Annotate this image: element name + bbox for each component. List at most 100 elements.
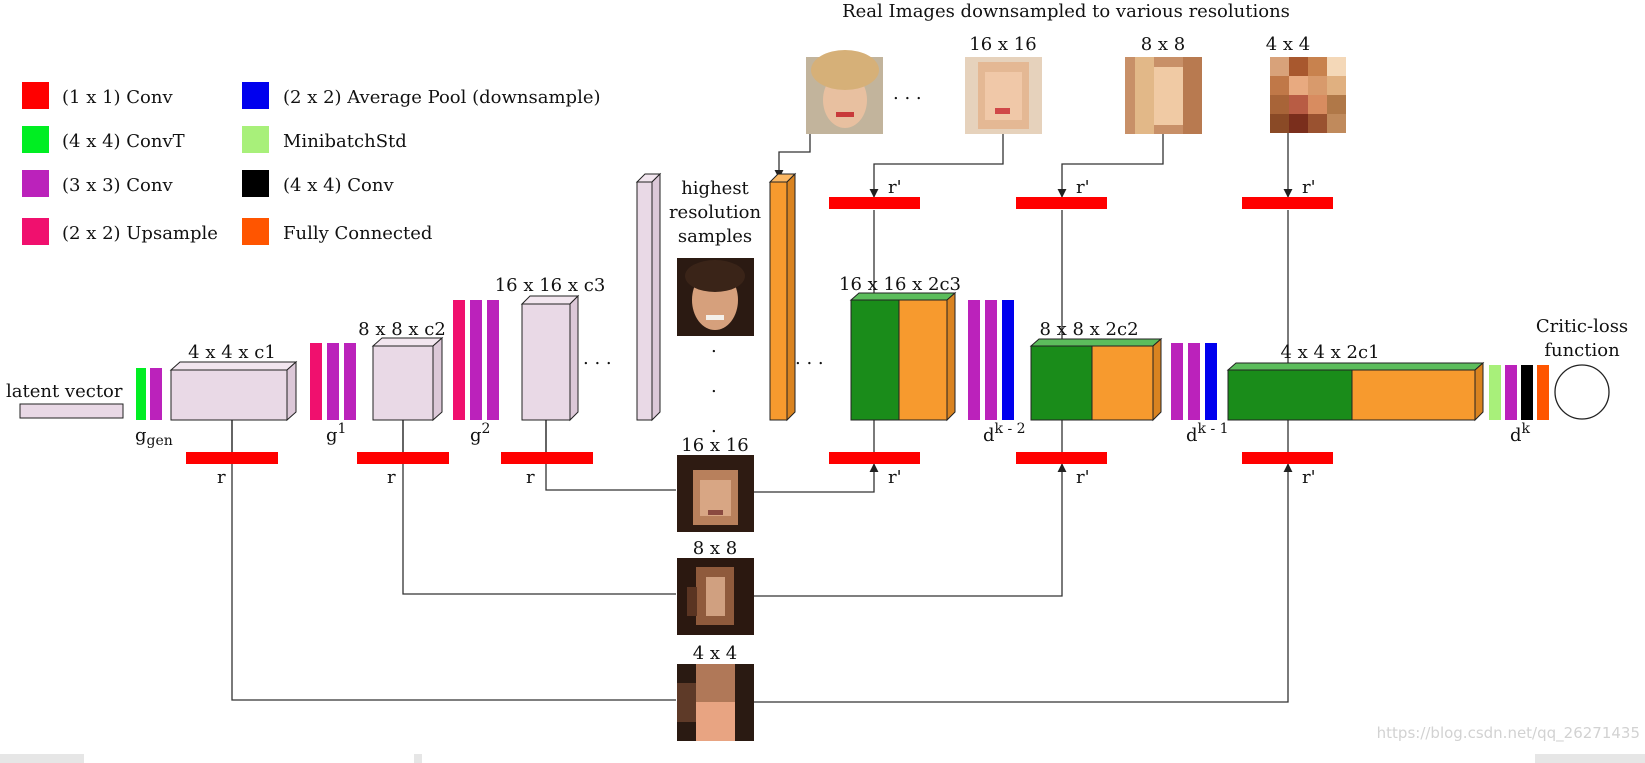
rprime-bottom-bar-3 bbox=[1242, 452, 1333, 464]
legend-item-avgpool: (2 x 2) Average Pool (downsample) bbox=[242, 82, 601, 109]
rprime-top-label-2: r' bbox=[1076, 177, 1090, 198]
r-bar-1 bbox=[186, 452, 278, 464]
legend-item-upsample: (2 x 2) Upsample bbox=[22, 218, 218, 245]
d-orange-block-16 bbox=[898, 299, 948, 421]
rprime-bottom-label-1: r' bbox=[888, 467, 902, 488]
sample-label-8x8: 8 x 8 bbox=[693, 538, 738, 559]
d-green-block-16 bbox=[850, 299, 900, 421]
g1-conv-block-a bbox=[327, 343, 339, 420]
sample-label-16x16: 16 x 16 bbox=[681, 435, 748, 456]
rprime-bottom-label-3: r' bbox=[1302, 467, 1316, 488]
wire-real16-to-rp bbox=[869, 133, 1004, 198]
dk-minibatch bbox=[1489, 365, 1501, 420]
critic-label-line1: Critic-loss bbox=[1536, 316, 1628, 337]
block-8x8xc2 bbox=[372, 345, 434, 421]
dk1-conv-a bbox=[1171, 343, 1183, 420]
rprime-bottom-bar-1 bbox=[829, 452, 920, 464]
g1-upsample-block bbox=[310, 343, 322, 420]
wire-8x8-to-d bbox=[750, 463, 1067, 597]
block-side bbox=[286, 360, 297, 422]
dk2-conv-a bbox=[968, 300, 980, 420]
r-label-2: r bbox=[387, 467, 396, 488]
dk1-avgpool bbox=[1205, 343, 1217, 420]
wire-real8-to-rp bbox=[1057, 133, 1164, 198]
r-label-3: r bbox=[526, 467, 535, 488]
bottom-strip-right bbox=[1535, 754, 1645, 763]
wire-4x4-sample bbox=[231, 420, 676, 701]
legend-swatch bbox=[242, 82, 269, 109]
real-label-8x8: 8 x 8 bbox=[1141, 34, 1186, 55]
block-highest-resolution bbox=[636, 181, 653, 421]
legend-swatch bbox=[242, 170, 269, 197]
generated-samples: highest resolution samples . . . 16 x 16… bbox=[669, 172, 824, 741]
legend-swatch bbox=[22, 126, 49, 153]
g-gen-label: ggen bbox=[135, 425, 173, 449]
real-face-8x8 bbox=[1125, 57, 1202, 134]
legend-label: (2 x 2) Upsample bbox=[62, 223, 218, 244]
latent-vector bbox=[19, 403, 124, 419]
d-orange-block-4 bbox=[1351, 369, 1476, 421]
g1-label: g1 bbox=[326, 421, 346, 446]
wire-4x4-to-d bbox=[750, 463, 1293, 703]
r-bar-2 bbox=[357, 452, 449, 464]
legend-swatch bbox=[242, 126, 269, 153]
real-face-highres bbox=[806, 50, 883, 134]
legend-swatch bbox=[242, 218, 269, 245]
face-thumbnail-16x16 bbox=[677, 455, 754, 532]
rprime-top-label-3: r' bbox=[1302, 177, 1316, 198]
legend-item-minibatch: MinibatchStd bbox=[242, 126, 407, 153]
g2-conv-block-a bbox=[470, 300, 482, 420]
dk-fc bbox=[1537, 365, 1549, 420]
vdot-2: . bbox=[711, 376, 717, 397]
r-bar-3 bbox=[501, 452, 593, 464]
legend-item-fc: Fully Connected bbox=[242, 218, 432, 245]
legend-swatch bbox=[22, 82, 49, 109]
d-orange-block-8 bbox=[1091, 345, 1154, 421]
highest-label-line2: resolution bbox=[669, 202, 762, 223]
legend-label: (3 x 3) Conv bbox=[62, 175, 173, 196]
stage-label-4x4xc1: 4 x 4 x c1 bbox=[188, 342, 276, 363]
d-stage-label-16x16x2c3: 16 x 16 x 2c3 bbox=[839, 274, 961, 295]
diagram-title: Real Images downsampled to various resol… bbox=[842, 1, 1290, 22]
vdot-1: . bbox=[711, 336, 717, 357]
middle-ellipsis: . . . bbox=[795, 348, 824, 369]
rprime-top-bar-1 bbox=[829, 197, 920, 209]
legend-item-convt4x4: (4 x 4) ConvT bbox=[22, 126, 185, 153]
g2-label: g2 bbox=[470, 421, 490, 446]
real-face-16x16 bbox=[965, 57, 1042, 134]
g-gen-convt-block bbox=[136, 368, 146, 420]
vdot-3: . bbox=[711, 416, 717, 437]
face-thumbnail-8x8 bbox=[677, 558, 754, 635]
rprime-top-bar-2 bbox=[1016, 197, 1107, 209]
dk1-label: dk - 1 bbox=[1186, 421, 1229, 446]
dk1-conv-b bbox=[1188, 343, 1200, 420]
rprime-top-label-1: r' bbox=[888, 177, 902, 198]
watermark: https://blog.csdn.net/qq_26271435 bbox=[1377, 724, 1640, 743]
legend-label: Fully Connected bbox=[283, 223, 432, 244]
block-top bbox=[169, 361, 298, 371]
d-green-block-8 bbox=[1030, 345, 1093, 421]
dk-conv4 bbox=[1521, 365, 1533, 420]
stage-label-8x8xc2: 8 x 8 x c2 bbox=[358, 319, 446, 340]
legend-item-conv3x3: (3 x 3) Conv bbox=[22, 170, 173, 197]
real-images-row: . . . 16 x 16 8 x 8 4 x 4 bbox=[806, 34, 1346, 134]
sample-label-4x4: 4 x 4 bbox=[693, 643, 738, 664]
d-stage-label-8x8x2c2: 8 x 8 x 2c2 bbox=[1039, 319, 1138, 340]
critic-label-line2: function bbox=[1544, 340, 1620, 361]
generator-ellipsis: . . . bbox=[583, 348, 612, 369]
real-label-4x4: 4 x 4 bbox=[1266, 34, 1311, 55]
highest-label-line3: samples bbox=[678, 226, 752, 247]
d-stage-label-4x4x2c1: 4 x 4 x 2c1 bbox=[1280, 342, 1379, 363]
real-label-16x16: 16 x 16 bbox=[969, 34, 1036, 55]
wire-highres-to-orange bbox=[774, 133, 811, 179]
r-label-1: r bbox=[217, 467, 226, 488]
legend-label: (4 x 4) ConvT bbox=[62, 131, 185, 152]
g2-upsample-block bbox=[453, 300, 465, 420]
face-thumbnail-highres bbox=[677, 258, 754, 336]
rprime-bottom-bar-2 bbox=[1016, 452, 1107, 464]
d-green-block-4 bbox=[1227, 369, 1353, 421]
latent-vector-label: latent vector bbox=[6, 381, 123, 402]
legend: (1 x 1) Conv (4 x 4) ConvT (3 x 3) Conv … bbox=[22, 82, 601, 245]
block-16x16xc3 bbox=[521, 303, 571, 421]
